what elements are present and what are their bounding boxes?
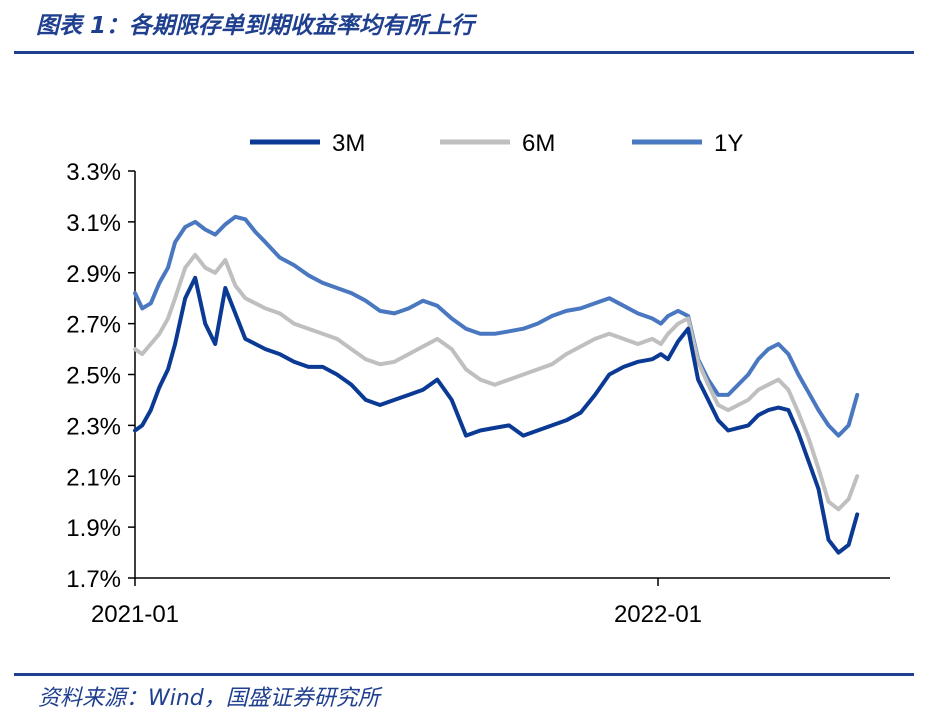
top-rule	[14, 51, 914, 54]
series-layer	[133, 214, 860, 555]
y-tick-label: 3.1%	[66, 210, 121, 237]
legend-label-3m: 3M	[332, 130, 365, 157]
y-tick-label: 1.9%	[66, 515, 121, 542]
y-tick-label: 3.3%	[66, 159, 121, 186]
legend-label-6m: 6M	[522, 130, 555, 157]
y-tick-label: 2.7%	[66, 312, 121, 339]
x-tick-label: 2022-01	[614, 601, 702, 628]
series-line-6m	[133, 252, 860, 512]
series-line-3m	[133, 275, 860, 555]
y-tick-label: 2.5%	[66, 363, 121, 390]
y-tick-label: 1.7%	[66, 566, 121, 593]
y-tick-label: 2.9%	[66, 261, 121, 288]
y-tick-label: 2.1%	[66, 464, 121, 491]
bottom-rule	[14, 673, 914, 676]
source-note: 资料来源：Wind，国盛证券研究所	[38, 686, 380, 711]
legend: 3M 6M 1Y	[250, 130, 743, 157]
y-tick-label: 2.3%	[66, 413, 121, 440]
series-line-1y	[133, 214, 860, 438]
x-tick-label: 2021-01	[91, 601, 179, 628]
figure-title: 图表 1：各期限存单到期收益率均有所上行	[36, 13, 475, 39]
legend-label-1y: 1Y	[714, 130, 743, 157]
axes: 3.3% 3.1% 2.9% 2.7% 2.5% 2.3% 2.1% 1.9% 1.7% 2021…	[66, 159, 890, 628]
